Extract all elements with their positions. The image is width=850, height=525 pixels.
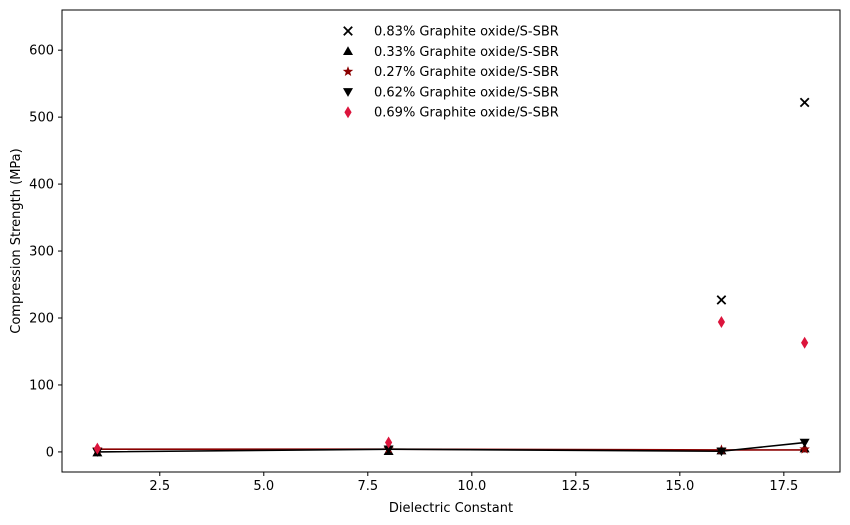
plot-frame bbox=[61, 9, 841, 473]
x-tick-label: 7.5 bbox=[357, 479, 378, 494]
y-tick-label: 500 bbox=[29, 111, 54, 126]
y-tick-label: 300 bbox=[29, 245, 54, 260]
data-point-series-1 bbox=[716, 295, 727, 305]
legend-marker bbox=[343, 88, 353, 97]
y-tick-label: 200 bbox=[29, 312, 54, 327]
data-point-series-1 bbox=[799, 97, 810, 108]
x-tick-label: 15.0 bbox=[665, 479, 694, 494]
y-tick-label: 600 bbox=[29, 44, 54, 59]
legend-marker bbox=[342, 66, 354, 77]
y-axis: 0 100 200 300 400 500 600 bbox=[29, 44, 62, 460]
legend-label: 0.62% Graphite oxide/S-SBR bbox=[374, 85, 559, 100]
legend-label: 0.33% Graphite oxide/S-SBR bbox=[374, 45, 559, 60]
legend: 0.83% Graphite oxide/S-SBR 0.33% Graphite… bbox=[342, 25, 559, 121]
x-tick-label: 5.0 bbox=[253, 479, 274, 494]
x-tick-label: 12.5 bbox=[561, 479, 590, 494]
y-tick-label: 0 bbox=[46, 445, 54, 460]
legend-item: 0.27% Graphite oxide/S-SBR bbox=[342, 65, 559, 80]
y-tick-label: 400 bbox=[29, 178, 54, 193]
legend-item: 0.69% Graphite oxide/S-SBR bbox=[344, 106, 559, 121]
data-markers bbox=[92, 97, 810, 457]
legend-marker bbox=[344, 106, 352, 119]
data-point-series-5 bbox=[384, 436, 393, 449]
legend-item: 0.33% Graphite oxide/S-SBR bbox=[343, 45, 559, 60]
x-tick-label: 10.0 bbox=[457, 479, 486, 494]
legend-label: 0.27% Graphite oxide/S-SBR bbox=[374, 65, 559, 80]
legend-item: 0.83% Graphite oxide/S-SBR bbox=[343, 25, 559, 40]
data-point-series-5 bbox=[801, 336, 809, 349]
data-point-series-5 bbox=[93, 442, 101, 455]
x-axis: 2.5 5.0 7.5 10.0 12.5 15.0 17.5 bbox=[149, 472, 798, 494]
data-point-series-3 bbox=[799, 443, 810, 454]
data-point-series-4 bbox=[383, 445, 394, 455]
data-point-series-4 bbox=[716, 447, 727, 457]
legend-marker bbox=[343, 46, 353, 56]
data-point-series-5 bbox=[717, 316, 726, 329]
x-tick-label: 2.5 bbox=[149, 479, 170, 494]
legend-item: 0.62% Graphite oxide/S-SBR bbox=[343, 85, 559, 100]
legend-marker bbox=[343, 26, 353, 36]
y-tick-label: 100 bbox=[29, 378, 54, 393]
data-point-series-4 bbox=[799, 438, 810, 448]
legend-label: 0.69% Graphite oxide/S-SBR bbox=[374, 106, 559, 121]
x-tick-label: 17.5 bbox=[769, 479, 798, 494]
series-lines bbox=[97, 441, 805, 453]
y-axis-label: Compression Strength (MPa) bbox=[9, 148, 24, 333]
series-line-2 bbox=[97, 441, 805, 453]
x-axis-label: Dielectric Constant bbox=[389, 501, 513, 516]
legend-label: 0.83% Graphite oxide/S-SBR bbox=[374, 25, 559, 40]
